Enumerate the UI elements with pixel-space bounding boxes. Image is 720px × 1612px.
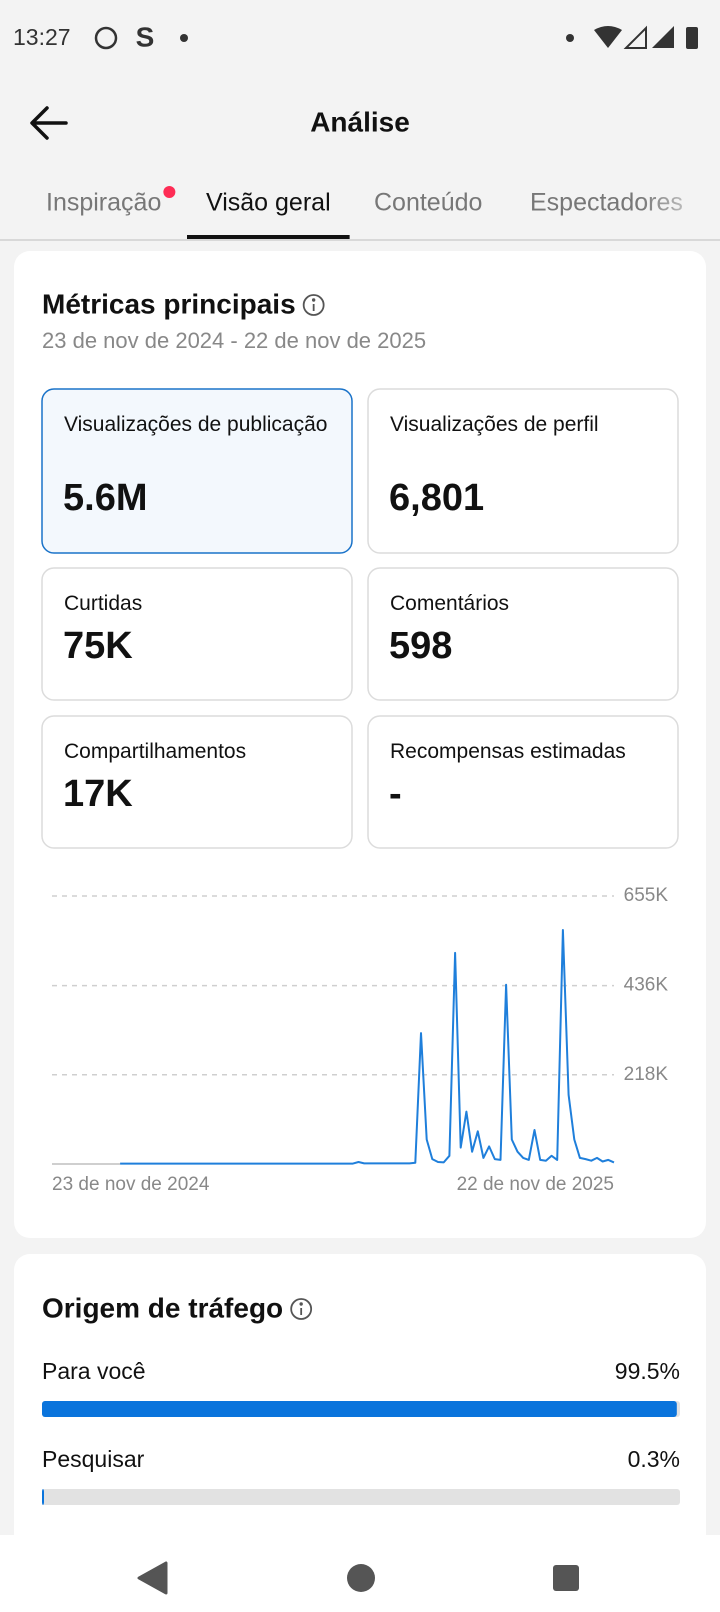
source-name: Para você [42, 1358, 146, 1384]
metric-card[interactable] [367, 567, 679, 701]
signal-icon [652, 26, 674, 48]
metric-value: 75K [63, 625, 133, 667]
label-line: Visualizações de perfil [390, 413, 599, 436]
section-title: Métricas principais [42, 288, 296, 319]
metric-value: - [389, 773, 402, 815]
metric-value: 5.6M [63, 477, 147, 519]
metric-label: Visualizações de publicação [64, 413, 327, 436]
metric-label: Visualizações de perfil [390, 413, 599, 436]
nav-home[interactable] [347, 1564, 375, 1592]
metric-value: 17K [63, 773, 133, 815]
bar [42, 1401, 677, 1417]
metric-value: 598 [389, 625, 452, 667]
metric-label: Curtidas [64, 592, 142, 615]
info-icon[interactable] [302, 294, 325, 316]
wifi-icon [594, 26, 622, 48]
data-line [120, 929, 615, 1165]
app-icon: S [136, 21, 155, 52]
tab[interactable]: Visão geral [206, 189, 331, 217]
date-range: 23 de nov de 2024 - 22 de nov de 2025 [42, 328, 426, 353]
label-line: Comentários [390, 592, 509, 615]
section-title: Origem de tráfego [42, 1292, 283, 1323]
label-line: Curtidas [64, 592, 142, 615]
metric-label: Compartilhamentos [64, 740, 246, 763]
source-value: 0.3% [628, 1446, 680, 1472]
label-line: Recompensas estimadas [390, 740, 626, 763]
tab-underline [187, 235, 350, 239]
battery-icon [686, 27, 698, 49]
y-tick-label: 218K [624, 1064, 669, 1085]
metric-card[interactable] [41, 567, 353, 701]
tab-badge [163, 186, 176, 198]
source-name: Pesquisar [42, 1446, 145, 1472]
notification-dot [566, 34, 574, 42]
metric-grid: Visualizações de publicação 5.6M Visualiza… [41, 388, 679, 849]
traffic-list: Para você 99.5% Pesquisar 0.3% [42, 1358, 680, 1505]
nav-recents[interactable] [553, 1565, 579, 1591]
source-value: 99.5% [615, 1358, 680, 1384]
label-line: Visualizações de publicação [64, 413, 327, 436]
metric-card[interactable] [41, 388, 353, 554]
tab-fade [640, 180, 720, 230]
x-tick-label: 22 de nov de 2025 [457, 1174, 614, 1195]
metric-card[interactable] [41, 715, 353, 849]
x-tick-label: 23 de nov de 2024 [52, 1174, 210, 1195]
bar [42, 1489, 44, 1505]
bar-track [42, 1489, 680, 1505]
status-time: 13:27 [13, 24, 71, 50]
metric-card[interactable] [367, 715, 679, 849]
metric-label: Comentários [390, 592, 509, 615]
y-tick-label: 655K [624, 885, 669, 906]
line-chart: 218K 436K 655K 23 de nov de 2024 22 de nov d… [52, 885, 668, 1195]
metric-card[interactable] [367, 388, 679, 554]
back-button[interactable] [30, 106, 68, 140]
signal-icon [623, 25, 647, 49]
tab[interactable]: Conteúdo [374, 189, 482, 217]
notification-dot [180, 34, 188, 42]
page-title: Análise [310, 106, 410, 137]
metric-value: 6,801 [389, 477, 484, 519]
y-tick-label: 436K [624, 975, 669, 996]
nav-back[interactable] [137, 1561, 168, 1595]
label-line: Compartilhamentos [64, 740, 246, 763]
metric-label: Recompensas estimadas [390, 740, 626, 763]
tab[interactable]: Inspiração [46, 189, 161, 217]
info-icon[interactable] [290, 1298, 313, 1320]
whatsapp-icon [94, 26, 118, 50]
